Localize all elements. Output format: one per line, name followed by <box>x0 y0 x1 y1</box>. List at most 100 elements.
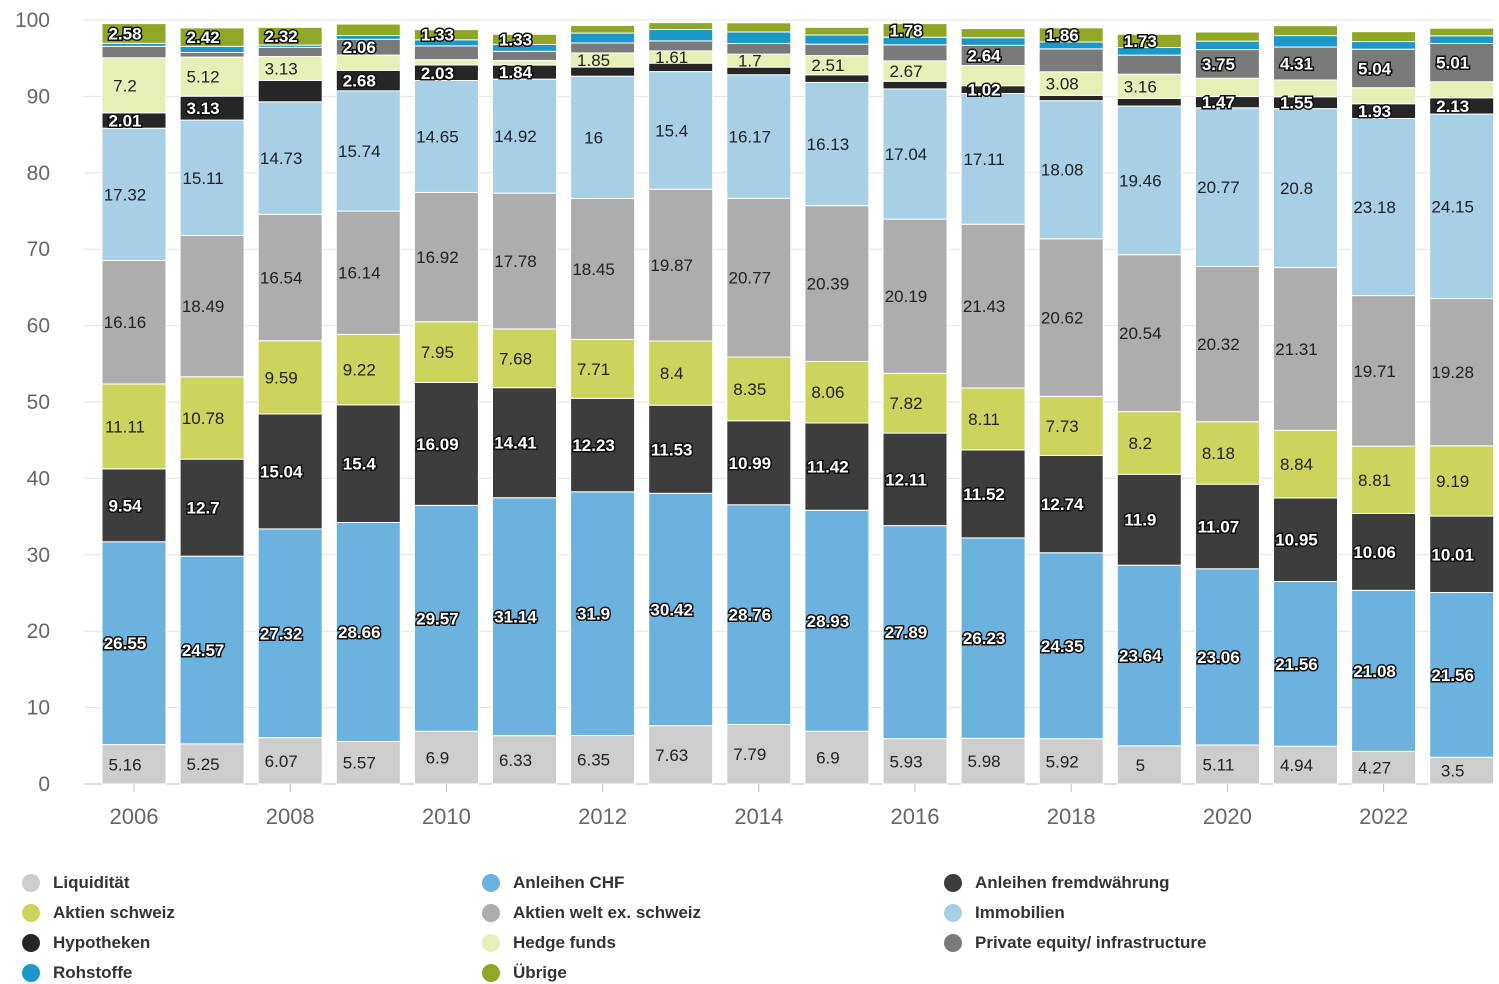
bar-segment <box>1273 46 1338 81</box>
bar-segment <box>492 33 557 45</box>
data-label: 3.16 <box>1124 77 1157 96</box>
bar-segment <box>882 738 948 785</box>
bar-segment <box>492 78 557 194</box>
data-label: 3.5 <box>1441 762 1465 781</box>
bar-segment <box>492 192 557 330</box>
data-label: 1.33 <box>421 26 454 45</box>
data-label: 19.28 <box>1431 363 1474 382</box>
data-label: 9.59 <box>265 368 298 387</box>
data-label: 8.4 <box>660 364 684 383</box>
bar-segment <box>726 504 792 725</box>
data-label: 17.32 <box>104 185 147 204</box>
data-label: 10.95 <box>1275 531 1318 550</box>
data-label: 11.9 <box>1124 511 1156 530</box>
data-label: 2.01 <box>108 112 141 131</box>
legend-item-aktien-schweiz[interactable]: Aktien schweiz <box>22 902 175 924</box>
bar-segment <box>335 333 401 406</box>
bar-segment <box>1116 745 1182 785</box>
bar-segment <box>1194 31 1260 42</box>
data-label: 5.11 <box>1202 755 1234 774</box>
data-label: 20.19 <box>885 287 928 306</box>
data-label: 6.07 <box>265 752 298 771</box>
legend-marker <box>22 904 40 922</box>
bar-segment <box>1429 27 1495 37</box>
bar-segment <box>804 730 870 785</box>
data-label: 12.7 <box>187 499 220 518</box>
legend-item-uebrige[interactable]: Übrige <box>482 962 567 984</box>
bar-segment <box>960 387 1026 451</box>
bar-segment <box>179 376 245 460</box>
bar-segment <box>804 26 870 36</box>
bar-segment <box>882 44 948 62</box>
legend-item-hedge-funds[interactable]: Hedge funds <box>482 932 616 954</box>
x-tick-label: 2012 <box>578 804 627 829</box>
bar-segment <box>1351 41 1417 50</box>
data-label: 9.22 <box>343 361 376 380</box>
bar-segment <box>1038 395 1104 456</box>
bar-segment <box>413 321 479 383</box>
legend-item-anleihen-fremdwaehrung[interactable]: Anleihen fremdwährung <box>944 872 1170 894</box>
bar-segment <box>1038 48 1104 73</box>
bar-segment <box>335 521 401 742</box>
legend-item-private-equity[interactable]: Private equity/ infrastructure <box>944 932 1206 954</box>
legend-label: Liquidität <box>53 873 130 892</box>
legend-item-anleihen-chf[interactable]: Anleihen CHF <box>482 872 624 894</box>
legend-item-immobilien[interactable]: Immobilien <box>944 902 1065 924</box>
data-label: 10.99 <box>729 454 772 473</box>
bar-segment <box>1116 254 1182 413</box>
bar-segment <box>648 188 714 342</box>
bar-segment <box>413 45 479 61</box>
bar-segment <box>1429 42 1495 83</box>
bar-segment <box>882 218 948 374</box>
legend-item-rohstoffe[interactable]: Rohstoffe <box>22 962 132 984</box>
axes: 0 10 20 30 40 50 60 70 80 90 100 2006 2008 2010 2012 20… <box>15 9 1408 829</box>
bar-segment <box>1038 552 1104 740</box>
bar-segment <box>179 555 245 745</box>
y-tick-label: 80 <box>27 162 50 185</box>
bar-segment <box>335 23 401 37</box>
bar-segment <box>570 734 636 785</box>
bar-segment <box>179 235 245 378</box>
data-label: 7.68 <box>499 349 532 368</box>
legend-label: Rohstoffe <box>53 963 133 982</box>
legend-item-liquiditaet[interactable]: Liquidität <box>22 872 129 894</box>
bar-segment <box>335 54 401 71</box>
bar-segment <box>257 340 323 415</box>
data-label: 11.52 <box>963 485 1005 504</box>
data-label: 7.63 <box>655 746 688 765</box>
data-label: 19.87 <box>650 256 693 275</box>
bar-segment <box>413 80 479 193</box>
data-label: 8.35 <box>733 380 766 399</box>
bar-segment <box>101 541 167 746</box>
data-label: 24.15 <box>1431 197 1474 216</box>
bar-segment <box>179 743 245 785</box>
data-label: 21.08 <box>1353 662 1396 681</box>
bar-segment <box>570 338 636 399</box>
legend-item-hypotheken[interactable]: Hypotheken <box>22 932 150 954</box>
data-label: 5.57 <box>343 754 376 773</box>
bar-segment <box>960 92 1026 225</box>
bar-segment <box>179 45 245 53</box>
bar-segment <box>1038 27 1104 43</box>
data-label: 2.67 <box>889 62 922 81</box>
bar-segment <box>1273 267 1338 431</box>
data-label: 4.94 <box>1280 756 1313 775</box>
data-label: 21.56 <box>1275 655 1318 674</box>
bar-segment <box>257 79 323 103</box>
y-tick-label: 10 <box>27 697 50 720</box>
bar-segment <box>1194 265 1260 423</box>
data-label: 15.11 <box>182 169 223 188</box>
data-label: 12.11 <box>885 470 927 489</box>
data-label: 3.13 <box>265 59 298 78</box>
bar-segment <box>1273 35 1338 48</box>
data-label: 5.93 <box>889 752 922 771</box>
data-label: 14.92 <box>494 127 537 146</box>
data-label: 26.23 <box>963 629 1006 648</box>
data-label: 20.77 <box>729 269 772 288</box>
data-label: 21.43 <box>963 297 1006 316</box>
data-label: 18.45 <box>572 260 615 279</box>
data-label: 2.06 <box>343 38 376 57</box>
data-label: 5.12 <box>187 68 220 87</box>
legend: Liquidität Anleihen CHF Anleihen fremdwä… <box>0 862 1499 982</box>
legend-item-aktien-welt[interactable]: Aktien welt ex. schweiz <box>482 902 701 924</box>
